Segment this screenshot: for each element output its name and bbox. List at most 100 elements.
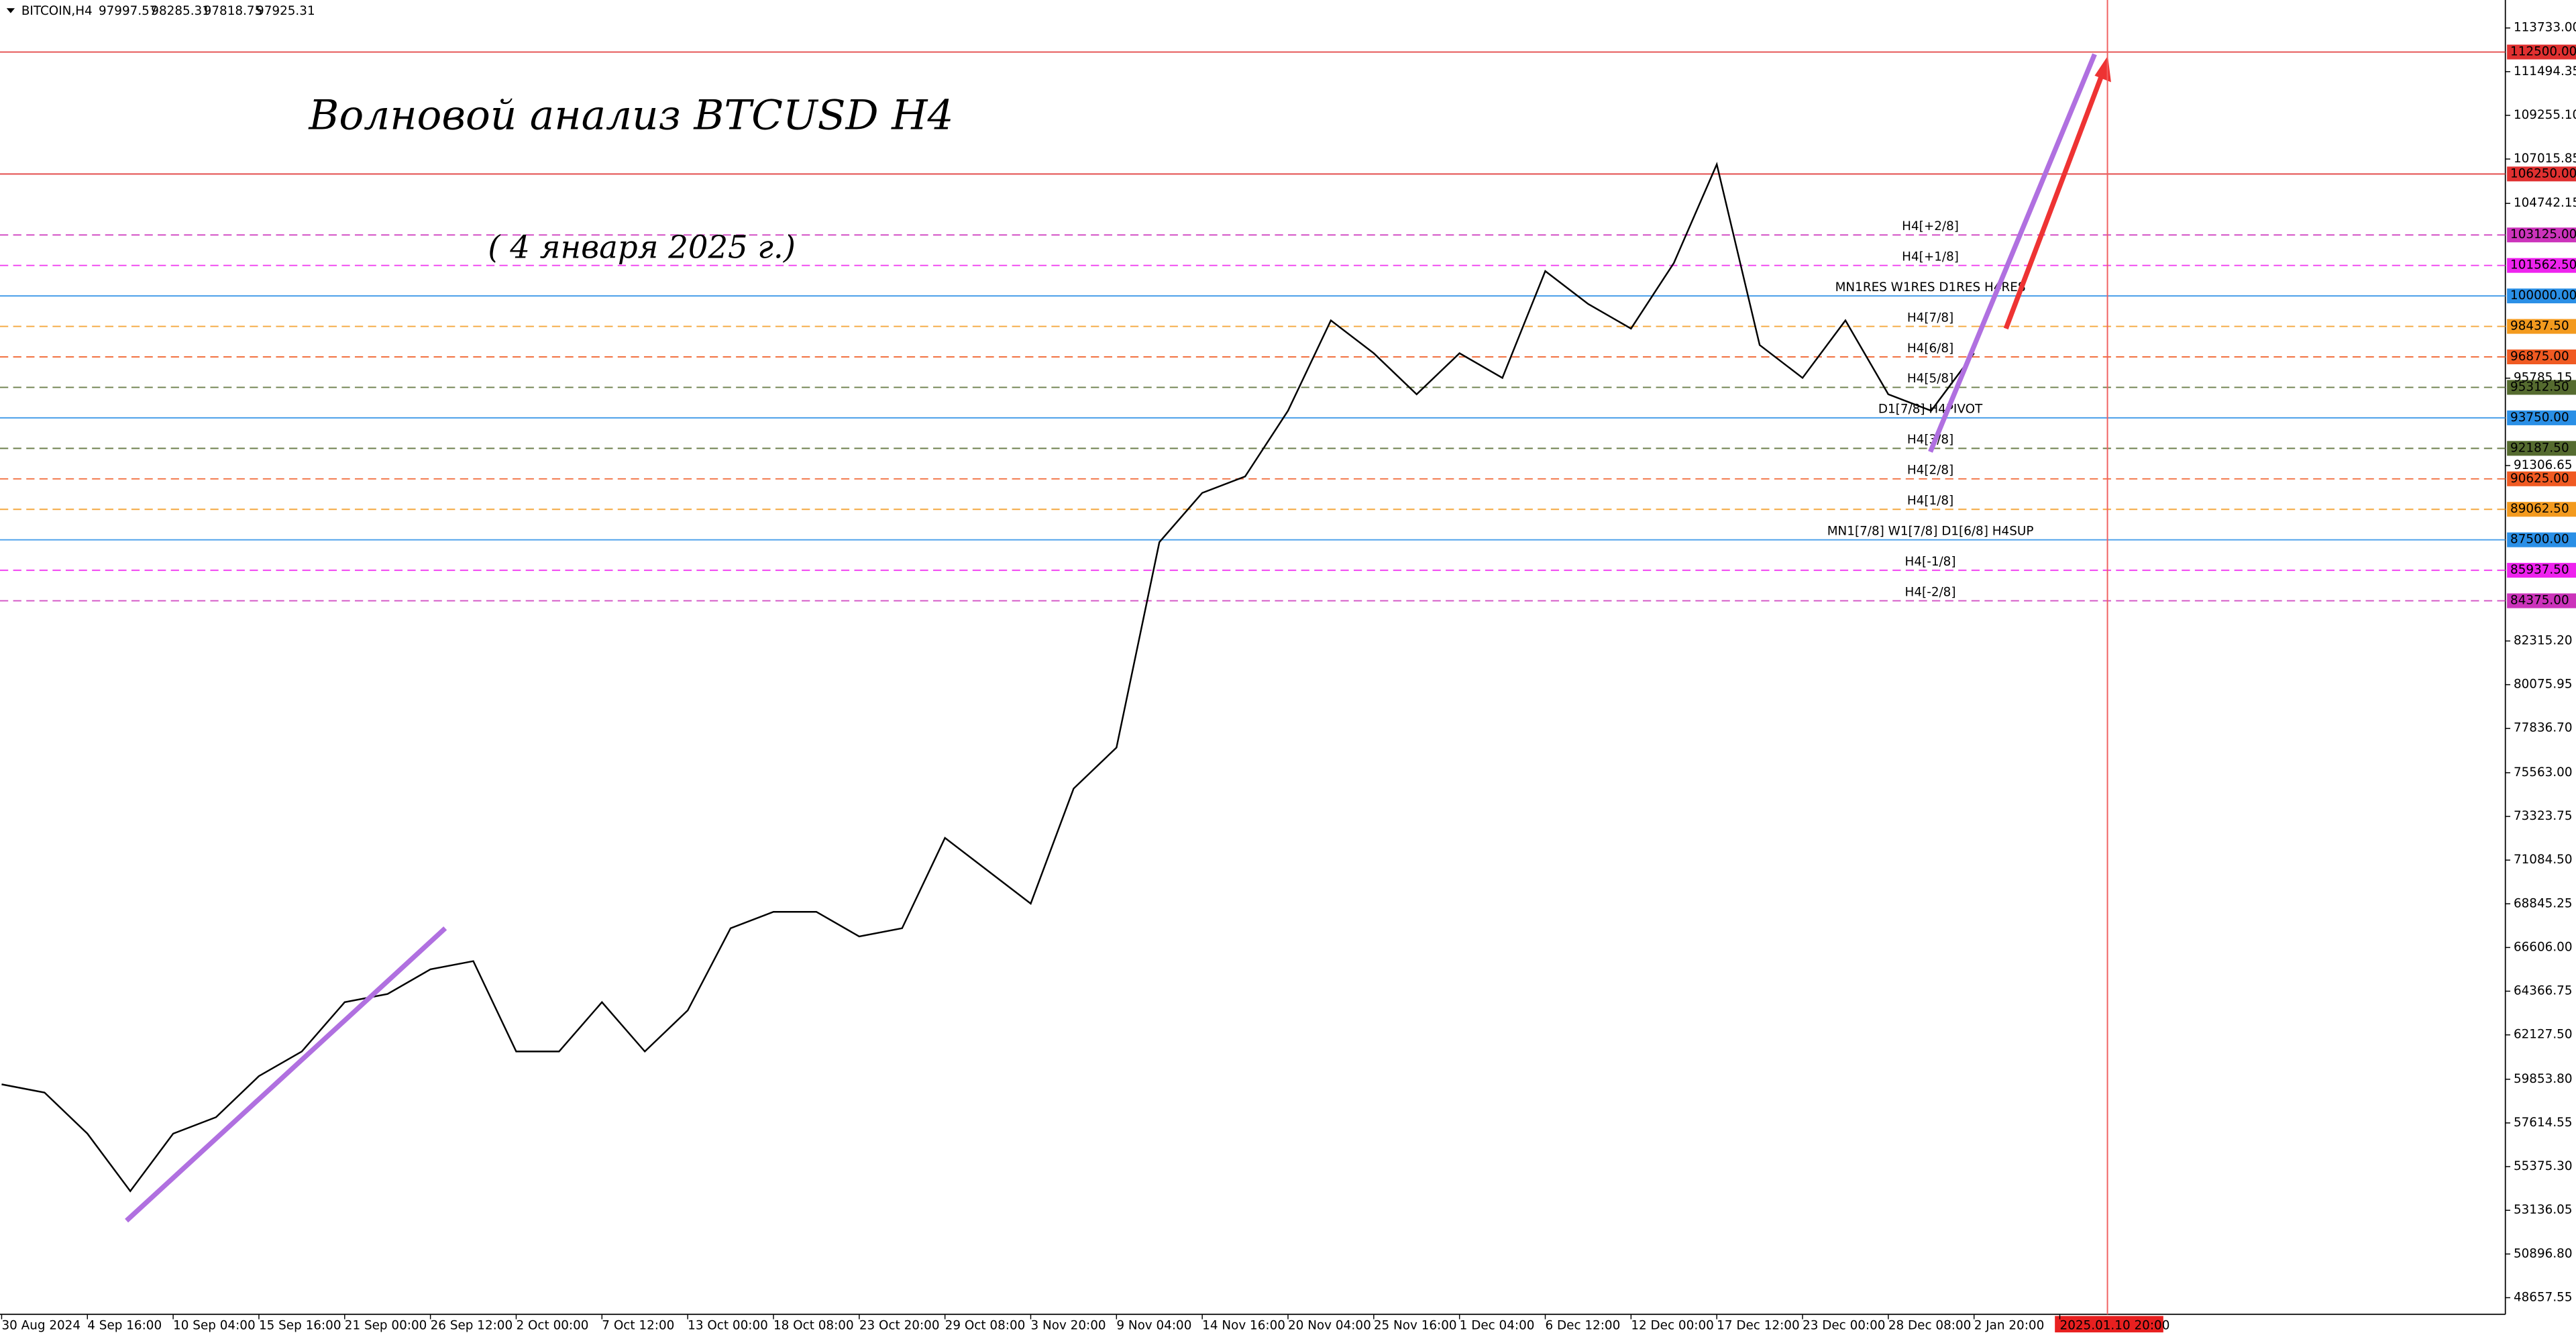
- y-tick-label: 109255.10: [2514, 108, 2576, 122]
- x-tick-label: 30 Aug 2024: [1, 1318, 80, 1332]
- forecast-arrow: [2003, 71, 2106, 330]
- menu-icon: [6, 8, 15, 13]
- ohlc-value: 97997.57: [99, 4, 158, 18]
- y-tick-label: 62127.50: [2514, 1028, 2573, 1042]
- price-label: 98437.50: [2510, 319, 2569, 333]
- y-tick-label: 50896.80: [2514, 1246, 2573, 1261]
- y-tick-label: 113733.00: [2514, 21, 2576, 35]
- y-tick-label: 59853.80: [2514, 1072, 2573, 1086]
- ohlc-value: 97925.31: [256, 4, 315, 18]
- price-label: 101562.50: [2510, 258, 2576, 272]
- x-tick-label: 29 Oct 08:00: [945, 1318, 1026, 1332]
- ohlc-value: 97818.75: [204, 4, 263, 18]
- x-tick-label: 28 Dec 08:00: [1888, 1318, 1971, 1332]
- x-tick-label: 9 Nov 04:00: [1116, 1318, 1191, 1332]
- price-box: [2507, 532, 2576, 547]
- x-tick-label: 26 Sep 12:00: [431, 1318, 513, 1332]
- price-box: [2507, 410, 2576, 425]
- x-tick-label: 15 Sep 16:00: [259, 1318, 341, 1332]
- x-tick-label: 18 Oct 08:00: [773, 1318, 854, 1332]
- level-name: H4[-2/8]: [1905, 585, 1956, 599]
- level-name: H4[1/8]: [1907, 494, 1953, 508]
- x-tick-label: 1 Dec 04:00: [1460, 1318, 1535, 1332]
- price-box: [2507, 563, 2576, 578]
- y-tick-label: 48657.55: [2514, 1290, 2573, 1304]
- price-box: [2507, 441, 2576, 456]
- price-label: 90625.00: [2510, 472, 2569, 486]
- level-name: H4[5/8]: [1907, 372, 1953, 386]
- price-label: 92187.50: [2510, 441, 2569, 455]
- price-box: [2507, 319, 2576, 334]
- y-tick-label: 71084.50: [2514, 853, 2573, 867]
- price-label: 95312.50: [2510, 380, 2569, 394]
- level-name: H4[6/8]: [1907, 341, 1953, 356]
- price-label: 96875.00: [2510, 350, 2569, 364]
- level-name: H4[3/8]: [1907, 433, 1953, 447]
- price-box: [2507, 288, 2576, 304]
- x-tick-label: 21 Sep 00:00: [345, 1318, 427, 1332]
- y-tick-label: 107015.85: [2514, 152, 2576, 166]
- y-tick-label: 73323.75: [2514, 809, 2573, 823]
- y-tick-label: 55375.30: [2514, 1159, 2573, 1173]
- ohlc-value: 98285.31: [151, 4, 210, 18]
- price-label: 106250.00: [2510, 166, 2576, 180]
- y-tick-label: 57614.55: [2514, 1116, 2573, 1130]
- symbol: BITCOIN,H4: [21, 4, 93, 18]
- x-tick-label: 12 Dec 00:00: [1631, 1318, 1713, 1332]
- chart-subtitle: ( 4 января 2025 г.): [488, 229, 796, 265]
- x-tick-label: 2025.01.10 20:00: [2060, 1318, 2170, 1332]
- level-name: MN1RES W1RES D1RES H4RES: [1835, 280, 2026, 294]
- x-tick-label: 23 Oct 20:00: [859, 1318, 940, 1332]
- x-tick-label: 23 Dec 00:00: [1803, 1318, 1885, 1332]
- x-tick-label: 3 Nov 20:00: [1030, 1318, 1106, 1332]
- price-box: [2507, 349, 2576, 365]
- y-tick-label: 82315.20: [2514, 633, 2573, 647]
- y-tick-label: 80075.95: [2514, 678, 2573, 692]
- plot: [1, 162, 1975, 1193]
- level-name: H4[2/8]: [1907, 464, 1953, 478]
- price-box: [2507, 593, 2576, 608]
- y-tick-label: 75563.00: [2514, 765, 2573, 780]
- level-name: H4[+2/8]: [1902, 219, 1959, 233]
- time-highlight: [2055, 1316, 2163, 1333]
- level-name: H4[7/8]: [1907, 311, 1953, 325]
- x-tick-label: 13 Oct 00:00: [688, 1318, 768, 1332]
- price-box: [2507, 258, 2576, 273]
- price-label: 112500.00: [2510, 45, 2576, 59]
- level-name: H4[+1/8]: [1902, 250, 1959, 264]
- x-tick-label: 6 Dec 12:00: [1546, 1318, 1621, 1332]
- level-name: D1[7/8] H4PIVOT: [1878, 403, 1983, 417]
- price-label: 93750.00: [2510, 411, 2569, 425]
- x-tick-label: 25 Nov 16:00: [1374, 1318, 1457, 1332]
- y-tick-label: 66606.00: [2514, 940, 2573, 954]
- price-box: [2507, 471, 2576, 486]
- y-tick-label: 91306.65: [2514, 458, 2573, 472]
- price-label: 87500.00: [2510, 533, 2569, 547]
- x-tick-label: 14 Nov 16:00: [1202, 1318, 1285, 1332]
- levels: 112500.00 106250.00 103125.00 H4[+2/8] 10156…: [0, 44, 2576, 608]
- price-line: [1, 162, 1975, 1193]
- x-tick-label: 2 Jan 20:00: [1974, 1318, 2045, 1332]
- y-tick-label: 77836.70: [2514, 721, 2573, 735]
- y-tick-label: 95785.15: [2514, 371, 2573, 385]
- price-label: 100000.00: [2510, 288, 2576, 303]
- price-label: 89062.50: [2510, 502, 2569, 516]
- x-tick-label: 4 Sep 16:00: [87, 1318, 162, 1332]
- x-tick-label: 20 Nov 04:00: [1288, 1318, 1371, 1332]
- x-tick-label: 10 Sep 04:00: [173, 1318, 256, 1332]
- x-tick-label: 2 Oct 00:00: [516, 1318, 588, 1332]
- price-label: 84375.00: [2510, 594, 2569, 608]
- trend-line: [125, 926, 447, 1223]
- y-tick-label: 53136.05: [2514, 1203, 2573, 1217]
- chart-title: Волновой анализ BTCUSD H4: [308, 91, 953, 139]
- price-box: [2507, 502, 2576, 517]
- price-label: 85937.50: [2510, 563, 2569, 577]
- price-box: [2507, 166, 2576, 182]
- level-name: MN1[7/8] W1[7/8] D1[6/8] H4SUP: [1827, 524, 2034, 538]
- trend-line: [1928, 53, 2097, 453]
- y-tick-label: 68845.25: [2514, 896, 2573, 910]
- price-label: 103125.00: [2510, 227, 2576, 242]
